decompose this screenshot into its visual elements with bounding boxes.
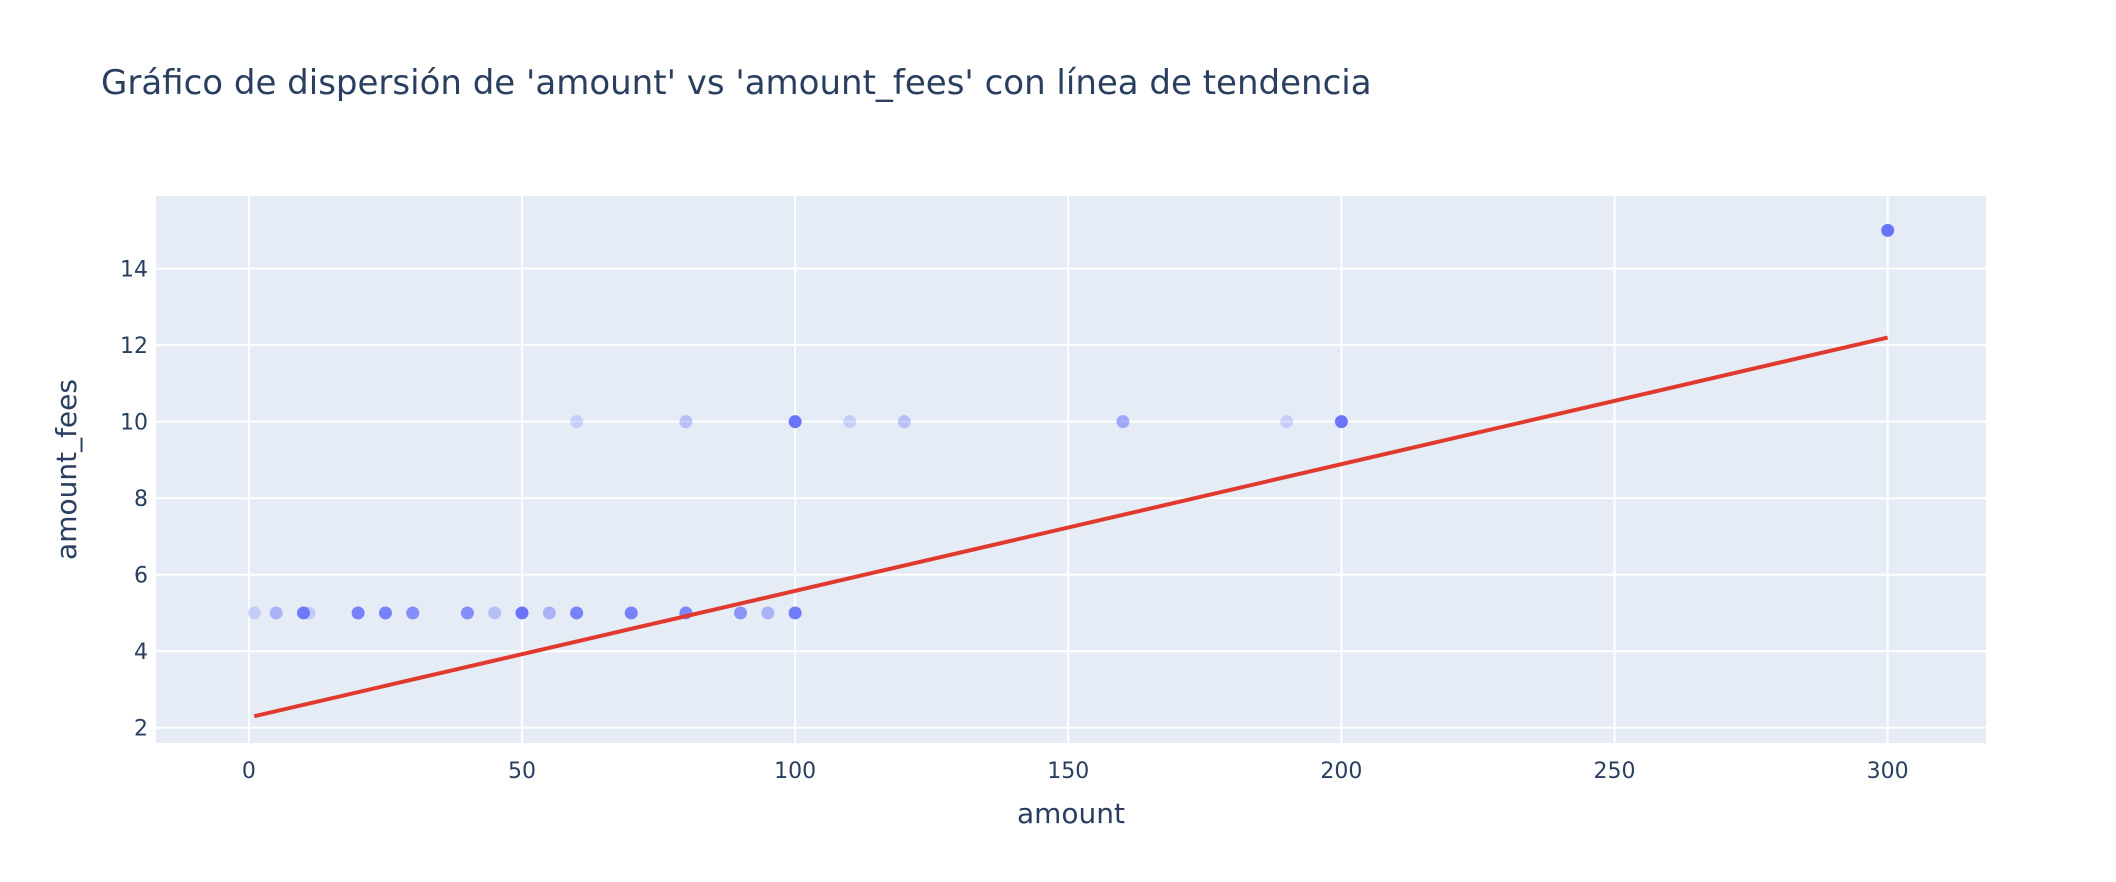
y-tick-label: 14	[120, 258, 148, 283]
x-tick-label: 100	[774, 759, 816, 784]
y-tick-label: 12	[120, 334, 148, 359]
x-tick-label: 0	[242, 759, 256, 784]
y-axis-title: amount_fees	[50, 379, 83, 560]
y-tick-label: 8	[134, 487, 148, 512]
scatter-point	[788, 606, 802, 620]
scatter-point	[542, 606, 556, 620]
chart-title: Gráfico de dispersión de 'amount' vs 'am…	[101, 63, 1372, 103]
scatter-point	[302, 606, 316, 620]
scatter-point	[1116, 415, 1130, 429]
x-tick-label: 200	[1320, 759, 1362, 784]
y-tick-label: 4	[134, 640, 148, 665]
scatter-point	[1881, 223, 1895, 237]
scatter-point	[734, 606, 748, 620]
trendline-layer	[253, 335, 1889, 719]
scatter-point	[843, 415, 857, 429]
y-tick-label: 10	[120, 411, 148, 436]
y-tick-label: 6	[134, 564, 148, 589]
x-tick-label: 250	[1594, 759, 1636, 784]
scatter-point	[570, 415, 584, 429]
plot-area	[156, 196, 1986, 743]
scatter-point	[761, 606, 775, 620]
scatter-point	[406, 606, 420, 620]
scatter-point	[488, 606, 502, 620]
x-tick-label: 300	[1867, 759, 1909, 784]
scatter-point	[1280, 415, 1294, 429]
scatter-point	[679, 415, 693, 429]
scatter-point	[296, 606, 310, 620]
trendline	[253, 335, 1889, 719]
x-tick-label: 150	[1047, 759, 1089, 784]
grid-lines	[156, 196, 1986, 743]
scatter-point	[269, 606, 283, 620]
scatter-point	[624, 606, 638, 620]
scatter-point	[515, 606, 529, 620]
scatter-point	[570, 606, 584, 620]
scatter-point	[378, 606, 392, 620]
scatter-point	[247, 606, 261, 620]
scatter-point	[460, 606, 474, 620]
scatter-point	[897, 415, 911, 429]
scatter-point	[788, 415, 802, 429]
tick-labels: 0 50 100 150 200 250 300 2 4 6 8 10 12 14	[120, 258, 1909, 784]
y-tick-label: 2	[134, 717, 148, 742]
scatter-point	[351, 606, 365, 620]
x-tick-label: 50	[508, 759, 536, 784]
scatter-point	[1334, 415, 1348, 429]
scatter-points	[247, 223, 1895, 620]
x-axis-title: amount	[1017, 797, 1125, 830]
